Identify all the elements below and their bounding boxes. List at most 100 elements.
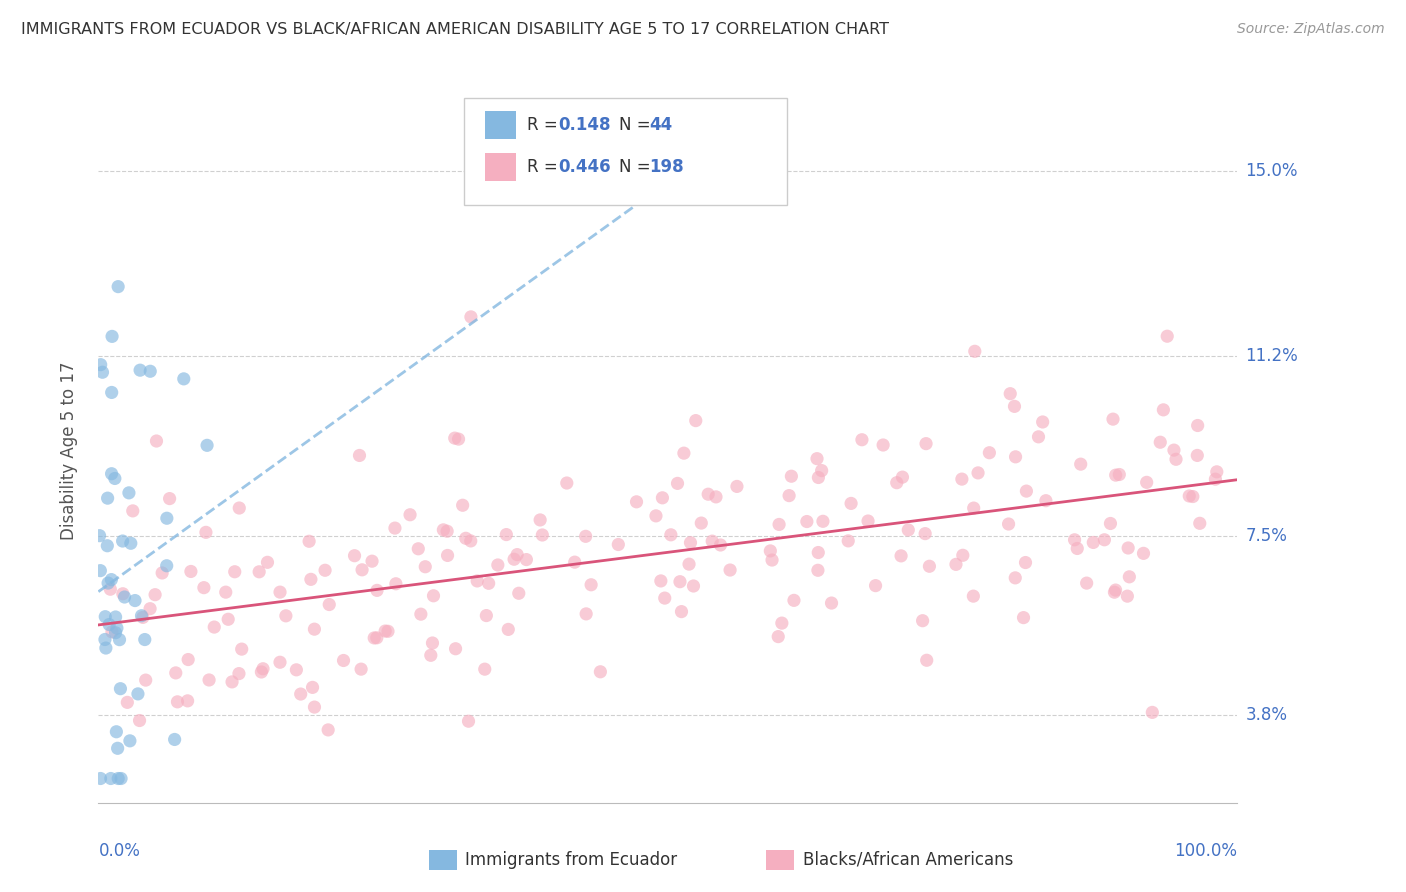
Point (150, 566, 173, 580)
Text: 100.0%: 100.0% (1174, 841, 1237, 860)
Point (361, 554, 384, 568)
Point (506, 548, 529, 562)
Point (839, 496, 862, 510)
Point (224, 565, 246, 579)
Point (156, 511, 179, 525)
Point (1181, 490, 1204, 504)
Point (436, 524, 458, 539)
Point (806, 451, 828, 466)
Point (105, 621, 128, 635)
Point (134, 632, 156, 647)
Point (247, 565, 270, 579)
Point (810, 464, 832, 478)
Point (967, 466, 990, 480)
Point (131, 608, 153, 623)
Point (193, 581, 215, 595)
Point (1116, 541, 1139, 555)
Point (1152, 402, 1174, 417)
Point (498, 623, 520, 637)
Point (515, 552, 537, 566)
Point (110, 681, 132, 696)
Point (145, 434, 167, 448)
Point (1205, 465, 1227, 479)
Point (672, 446, 695, 460)
Point (460, 310, 482, 324)
Point (98, 582, 121, 597)
Point (104, 610, 127, 624)
Point (669, 574, 692, 589)
Text: IMMIGRANTS FROM ECUADOR VS BLACK/AFRICAN AMERICAN DISABILITY AGE 5 TO 17 CORRELA: IMMIGRANTS FROM ECUADOR VS BLACK/AFRICAN… (21, 22, 889, 37)
Point (768, 517, 790, 532)
Point (128, 714, 150, 728)
Point (1132, 546, 1154, 560)
Point (432, 523, 454, 537)
Point (451, 498, 474, 512)
Point (1108, 467, 1130, 482)
Point (531, 528, 554, 542)
Point (274, 608, 297, 623)
Point (807, 470, 830, 484)
Point (135, 673, 157, 687)
Point (807, 563, 830, 577)
Point (1063, 533, 1085, 547)
Point (98, 617, 121, 632)
Point (679, 535, 702, 549)
Point (374, 624, 396, 638)
Point (285, 663, 308, 677)
Point (195, 438, 218, 452)
Point (564, 555, 586, 569)
Point (778, 489, 800, 503)
Point (111, 534, 134, 549)
Point (607, 537, 630, 551)
Point (962, 589, 984, 603)
Point (654, 591, 676, 606)
Point (318, 598, 340, 612)
Point (963, 344, 986, 359)
Point (897, 523, 920, 537)
Point (101, 624, 124, 639)
Point (120, 536, 142, 550)
Point (228, 501, 250, 516)
Point (304, 700, 326, 714)
Point (671, 605, 693, 619)
Point (851, 433, 873, 447)
Point (118, 734, 141, 748)
Point (486, 558, 509, 572)
Point (352, 563, 374, 577)
Point (626, 495, 648, 509)
Point (1015, 484, 1038, 499)
Point (1032, 415, 1054, 429)
Point (343, 549, 366, 563)
Point (166, 695, 188, 709)
Point (759, 544, 782, 558)
Point (945, 558, 967, 572)
Point (1076, 576, 1098, 591)
Point (768, 630, 790, 644)
Text: 7.5%: 7.5% (1246, 526, 1288, 544)
Point (666, 476, 689, 491)
Point (1000, 386, 1022, 401)
Point (290, 687, 312, 701)
Point (127, 687, 149, 701)
Point (1149, 435, 1171, 450)
Point (180, 565, 202, 579)
Point (651, 491, 673, 505)
Point (399, 508, 422, 522)
Point (252, 662, 274, 676)
Point (217, 612, 239, 626)
Point (1028, 430, 1050, 444)
Point (890, 549, 912, 563)
Point (997, 516, 1019, 531)
Text: 44: 44 (650, 116, 673, 134)
Point (1116, 589, 1139, 603)
Point (314, 563, 336, 577)
Point (820, 596, 842, 610)
Point (678, 557, 700, 571)
Point (156, 558, 179, 573)
Point (105, 724, 128, 739)
Point (478, 576, 501, 591)
Point (807, 545, 830, 559)
Point (474, 662, 496, 676)
Point (107, 741, 129, 756)
Point (221, 674, 243, 689)
